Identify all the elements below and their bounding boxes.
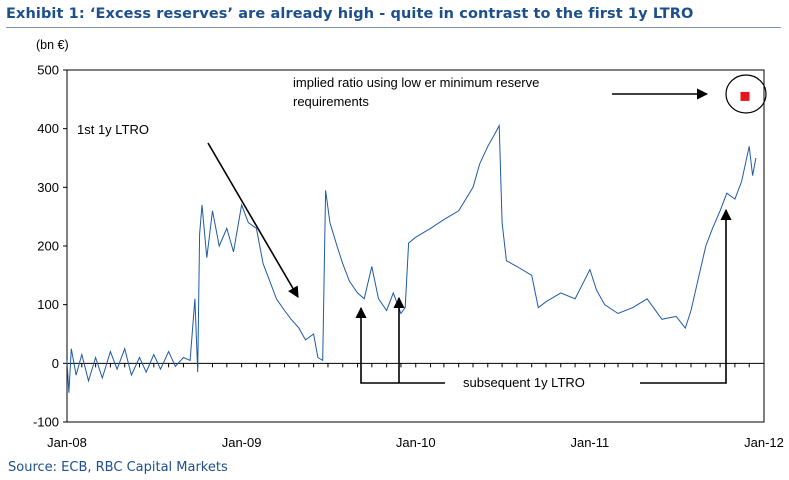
excess-reserves-line	[66, 123, 757, 393]
x-tick-label: Jan-10	[396, 435, 436, 450]
x-tick-label: Jan-08	[47, 435, 87, 450]
y-axis-unit-label: (bn €)	[36, 38, 69, 52]
annotation-implied-ratio-line1: implied ratio using low er minimum reser…	[293, 75, 539, 90]
annotation-subsequent-ltro: subsequent 1y LTRO	[463, 375, 585, 390]
x-tick-label: Jan-12	[744, 435, 784, 450]
subsequent-ltro-bracket-left	[355, 306, 445, 384]
x-tick-label: Jan-11	[570, 435, 609, 450]
y-tick-label: 200	[37, 239, 59, 254]
annotation-first-ltro: 1st 1y LTRO	[77, 122, 149, 137]
y-tick-label: 0	[52, 356, 59, 371]
y-tick-label: 400	[37, 121, 59, 136]
y-tick-label: 100	[37, 297, 59, 312]
annotation-implied-ratio-line2: requirements	[293, 94, 369, 109]
x-tick-label: Jan-09	[222, 435, 262, 450]
implied-ratio-circle	[725, 74, 767, 114]
y-tick-label: -100	[33, 415, 59, 430]
subsequent-ltro-bracket-right	[640, 208, 732, 384]
y-tick-label: 500	[37, 63, 59, 78]
implied-ratio-marker	[740, 91, 750, 101]
plot-area-frame	[66, 69, 765, 423]
source-note: Source: ECB, RBC Capital Markets	[8, 460, 228, 475]
y-tick-label: 300	[37, 180, 59, 195]
first-ltro-arrow	[207, 142, 299, 298]
exhibit-title: Exhibit 1: ‘Excess reserves’ are already…	[6, 6, 694, 22]
title-rule	[6, 27, 781, 28]
